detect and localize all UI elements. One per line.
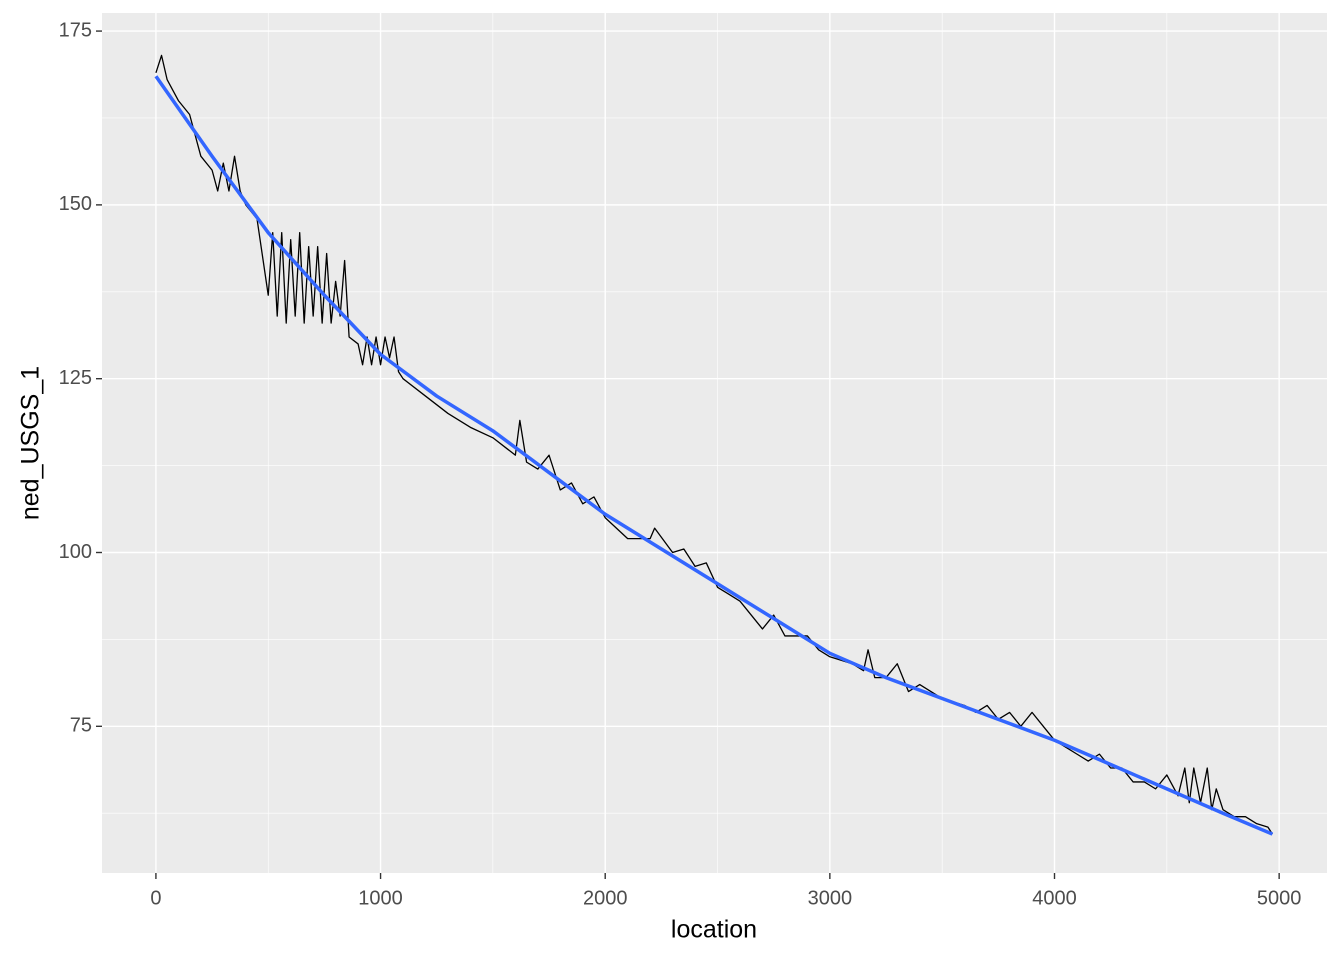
x-tick-label: 3000 (808, 887, 853, 909)
y-tick-label: 175 (59, 19, 92, 41)
data-line (155, 54, 1273, 835)
plot-panel (102, 13, 1327, 873)
y-tick-label: 150 (59, 193, 92, 215)
x-tick-label: 1000 (358, 887, 403, 909)
x-tick-label: 2000 (583, 887, 628, 909)
x-axis-title: location (671, 916, 757, 944)
x-tick-label: 5000 (1257, 887, 1302, 909)
x-tick-label: 4000 (1032, 887, 1077, 909)
y-tick-label: 100 (59, 541, 92, 563)
y-tick-label: 75 (70, 715, 92, 737)
y-axis-title: ned_USGS_1 (17, 366, 45, 520)
y-tick-label: 125 (59, 367, 92, 389)
data-line (154, 75, 1274, 836)
x-tick-label: 0 (150, 887, 161, 909)
